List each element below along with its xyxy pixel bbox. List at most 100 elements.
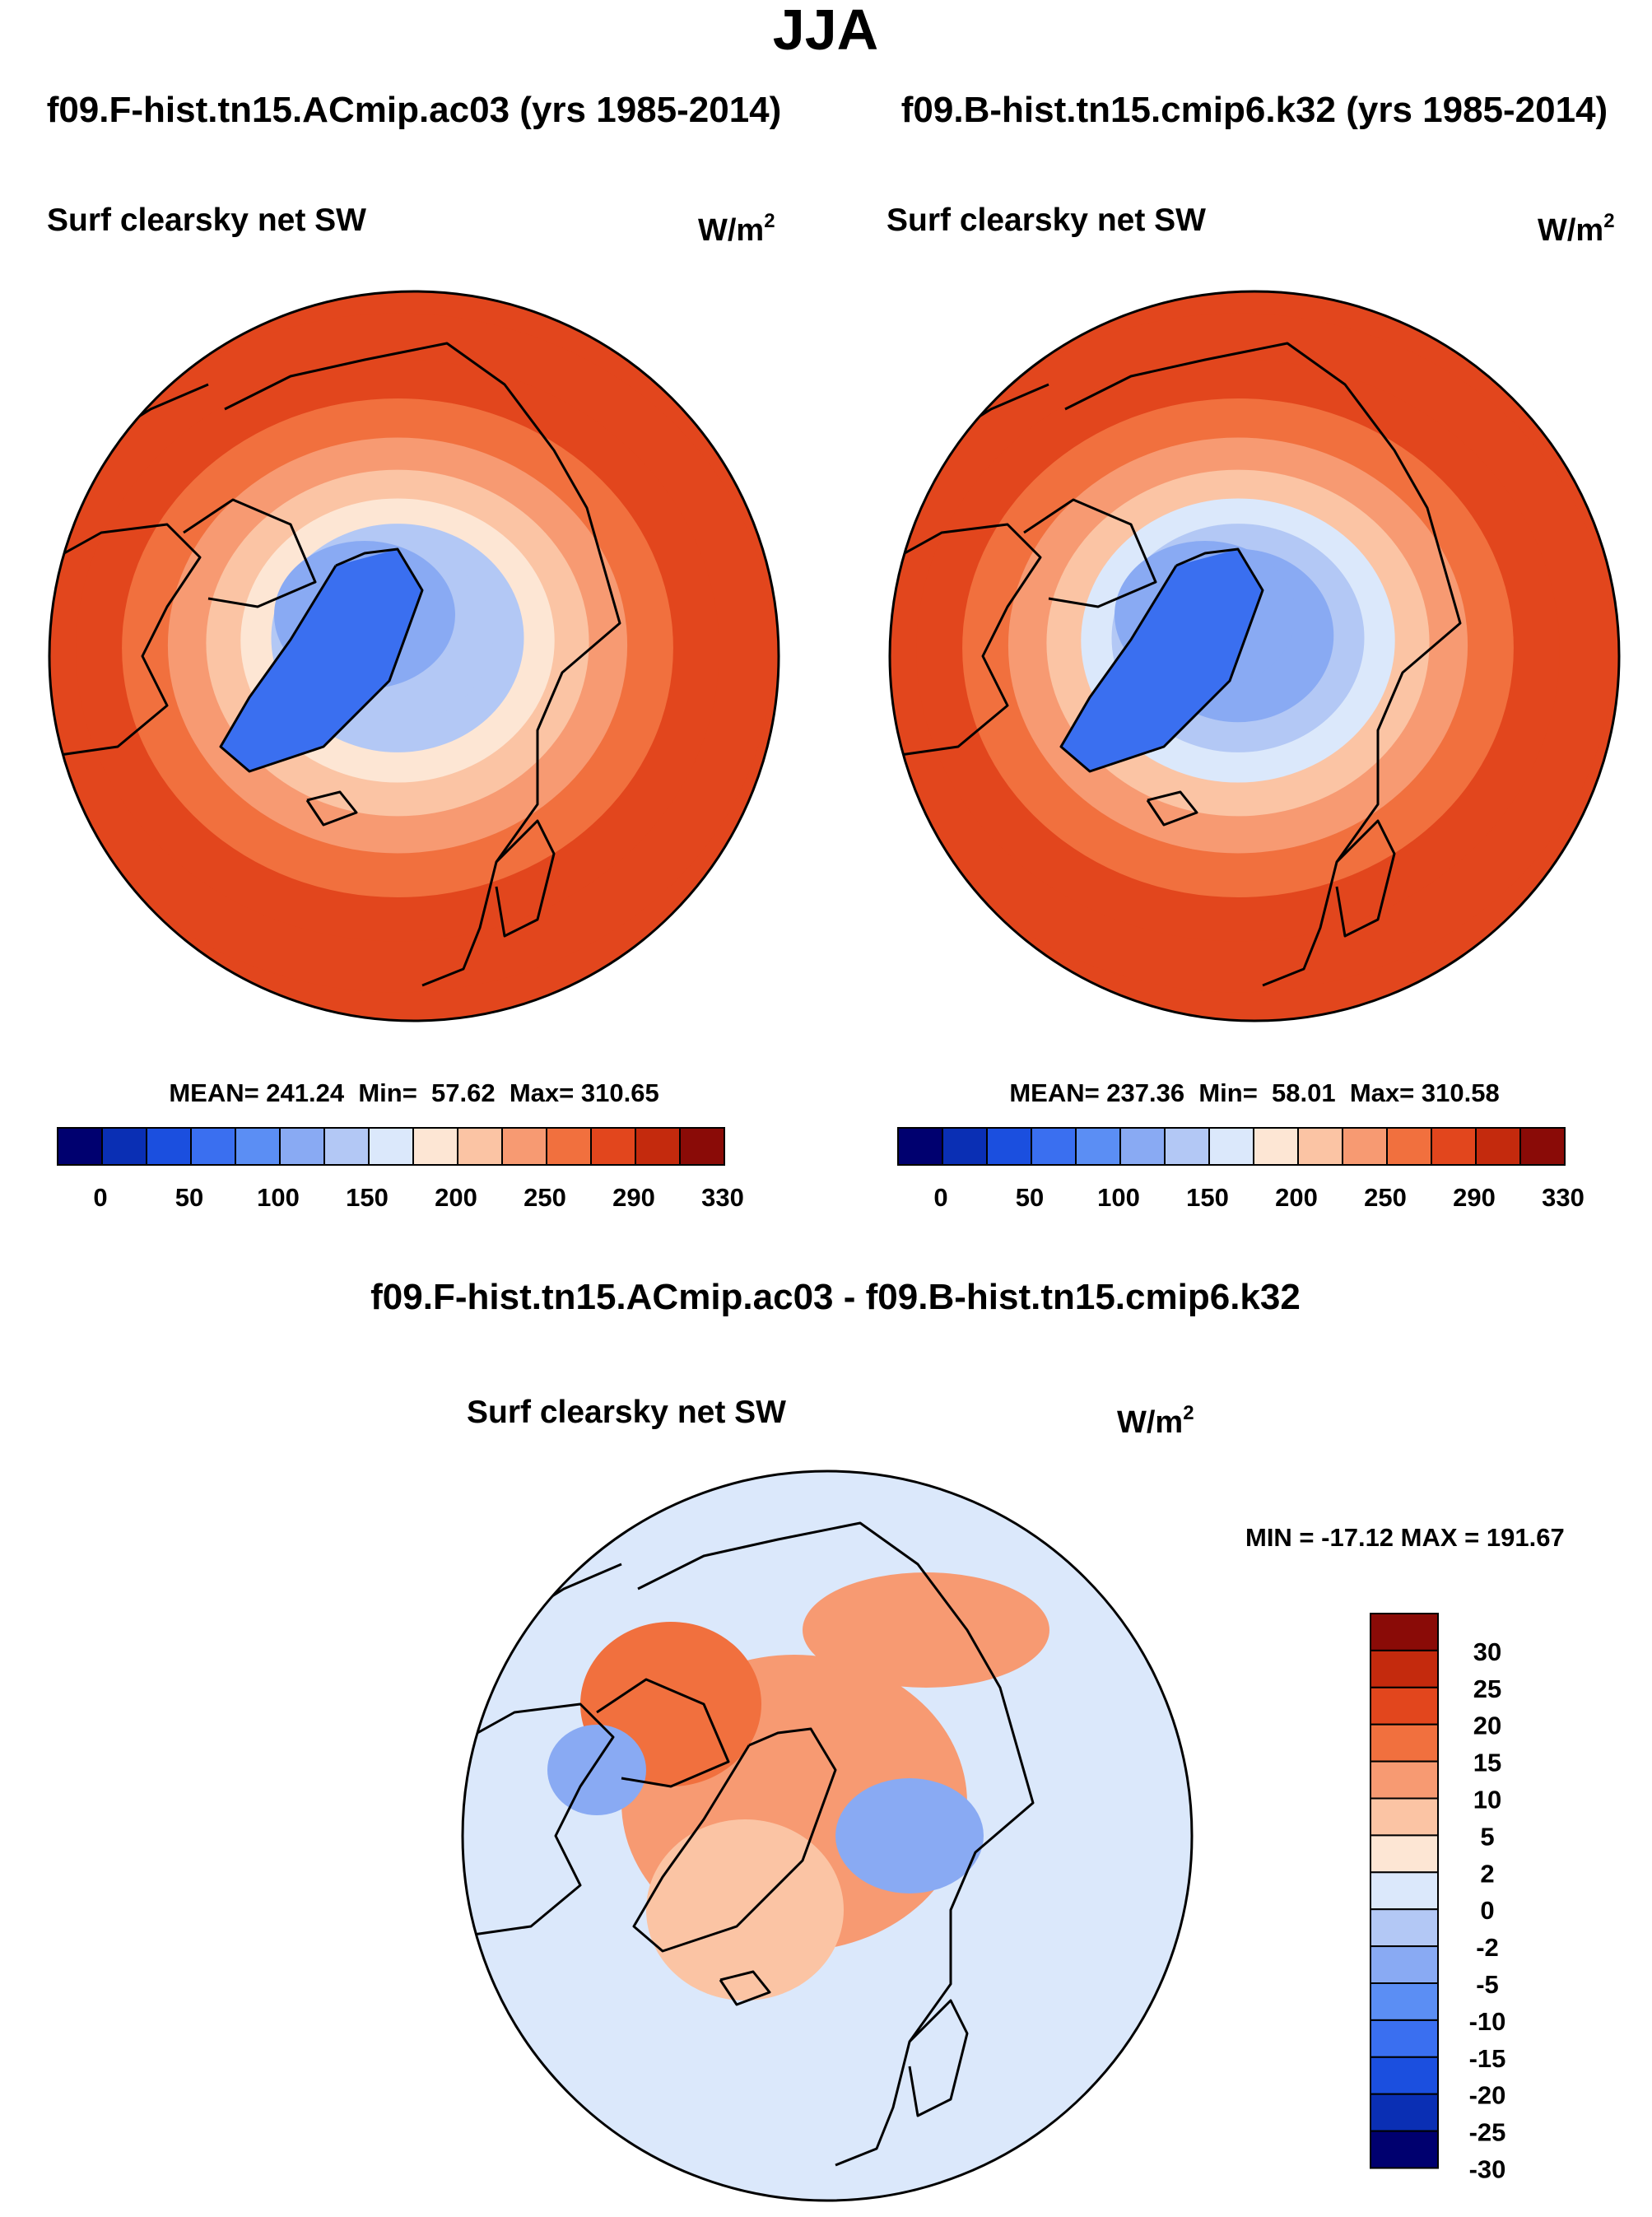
colorbar-tick-label: 0	[93, 1183, 107, 1212]
colorbar-swatch	[1519, 1127, 1566, 1166]
colorbar-swatch	[1208, 1127, 1254, 1166]
colorbar-tick-label: 250	[1364, 1183, 1407, 1212]
colorbar-swatch	[1370, 1908, 1439, 1948]
greenland-field	[1061, 549, 1263, 771]
coastline-iceland	[719, 1970, 771, 2006]
coastline-north-america	[49, 523, 202, 757]
colorbar-tick-label: 2	[1480, 1859, 1494, 1888]
coastline-eurasia	[1064, 342, 1462, 987]
right-coastlines	[890, 342, 1462, 987]
right-polar-map	[888, 290, 1621, 1022]
colorbar-swatch	[323, 1127, 370, 1166]
colorbar-tick-label: 330	[1542, 1183, 1585, 1212]
colorbar-swatch	[986, 1127, 1032, 1166]
difference-polar-map	[461, 1469, 1194, 2202]
colorbar-tick-label: 10	[1473, 1786, 1501, 1814]
difference-title: f09.F-hist.tn15.ACmip.ac03 - f09.B-hist.…	[370, 1277, 1301, 1317]
colorbar-swatch	[1370, 1982, 1439, 2021]
colorbar-swatch	[1370, 1613, 1439, 1651]
colorbar-swatch	[457, 1127, 503, 1166]
colorbar-swatch	[1370, 1760, 1439, 1800]
colorbar-swatch	[368, 1127, 414, 1166]
right-case-title: f09.B-hist.tn15.cmip6.k32 (yrs 1985-2014…	[901, 90, 1608, 130]
colorbar-tick-label: 290	[612, 1183, 655, 1212]
right-stats-label: MEAN= 237.36 Min= 58.01 Max= 310.58	[1009, 1078, 1499, 1107]
colorbar-tick-label: 25	[1473, 1674, 1501, 1703]
colorbar-swatch	[1342, 1127, 1388, 1166]
colorbar-swatch	[1075, 1127, 1121, 1166]
colorbar-tick-label: 150	[1186, 1183, 1229, 1212]
colorbar-swatch	[190, 1127, 236, 1166]
colorbar-swatch	[1370, 1649, 1439, 1688]
right-colorbar: 0 50 100 150 200 250 290 330	[897, 1127, 1585, 1212]
colorbar-tick-label: 50	[175, 1183, 203, 1212]
colorbar-tick-label: 0	[1480, 1896, 1494, 1925]
colorbar-tick-label: -5	[1476, 1970, 1499, 1999]
right-units-exp: 2	[1603, 210, 1614, 232]
colorbar-tick-label: -15	[1469, 2044, 1506, 2073]
colorbar-swatch	[1370, 1871, 1439, 1911]
colorbar-swatch	[57, 1127, 103, 1166]
left-variable-title: Surf clearsky net SW	[47, 203, 366, 238]
colorbar-swatch	[1119, 1127, 1166, 1166]
greenland-field	[221, 549, 422, 771]
colorbar-tick-label: 0	[933, 1183, 947, 1212]
colorbar-swatch	[1431, 1127, 1477, 1166]
coastline-eurasia	[637, 1521, 1035, 2167]
coastline-iceland	[305, 790, 358, 827]
coastline-iceland	[1146, 790, 1198, 827]
colorbar-swatch	[1370, 2019, 1439, 2058]
colorbar-swatch	[942, 1127, 988, 1166]
colorbar-swatch	[1370, 1723, 1439, 1763]
colorbar-swatch	[1370, 2130, 1439, 2169]
left-case-title: f09.F-hist.tn15.ACmip.ac03 (yrs 1985-201…	[47, 90, 782, 130]
right-units: W/m2	[1538, 210, 1615, 248]
colorbar-swatch	[1370, 1797, 1439, 1837]
coastline-archipelago	[183, 498, 317, 608]
left-contour-field	[49, 291, 779, 1021]
colorbar-tick-label: 15	[1473, 1749, 1501, 1777]
diff-band-laptev-kara-seas	[835, 1778, 984, 1893]
colorbar-swatch	[679, 1127, 725, 1166]
colorbar-tick-label: 290	[1453, 1183, 1496, 1212]
difference-units-base: W/m	[1117, 1405, 1183, 1440]
left-stats-label: MEAN= 241.24 Min= 57.62 Max= 310.65	[169, 1078, 658, 1107]
colorbar-swatch	[1370, 2093, 1439, 2132]
colorbar-tick-label: -10	[1469, 2007, 1506, 2036]
colorbar-swatch	[590, 1127, 636, 1166]
colorbar-swatch	[1370, 1834, 1439, 1874]
right-map-border	[888, 290, 1621, 1022]
colorbar-swatch	[235, 1127, 281, 1166]
difference-map-border	[461, 1469, 1194, 2202]
colorbar-tick-label: -20	[1469, 2081, 1506, 2110]
right-contour-field	[890, 291, 1619, 1021]
coastline-greenland	[1059, 547, 1264, 773]
colorbar-tick-label: 200	[1275, 1183, 1318, 1212]
coastline-north-america	[463, 1702, 615, 1936]
colorbar-swatch	[635, 1127, 681, 1166]
left-units-base: W/m	[698, 213, 764, 248]
colorbar-swatch	[1031, 1127, 1077, 1166]
colorbar-swatch	[1164, 1127, 1210, 1166]
colorbar-tick-label: 200	[435, 1183, 477, 1212]
colorbar-swatch	[1253, 1127, 1299, 1166]
colorbar-tick-label: 100	[257, 1183, 300, 1212]
coastline-scandinavia	[495, 819, 556, 938]
colorbar-swatch	[1386, 1127, 1432, 1166]
colorbar-tick-label: -2	[1476, 1933, 1499, 1962]
left-map-border	[48, 290, 780, 1022]
colorbar-swatch	[1370, 2056, 1439, 2095]
diff-band-siberian-coast	[803, 1572, 1049, 1688]
colorbar-swatch	[412, 1127, 458, 1166]
colorbar-tick-label: 100	[1097, 1183, 1140, 1212]
coastline-scandinavia	[908, 1999, 969, 2117]
difference-contour-field	[463, 1471, 1192, 2201]
left-units: W/m2	[698, 210, 775, 248]
left-polar-map	[48, 290, 780, 1022]
colorbar-tick-label: 250	[524, 1183, 566, 1212]
colorbar-tick-label: 50	[1016, 1183, 1044, 1212]
coastline-north-america	[890, 523, 1042, 757]
difference-units: W/m2	[1117, 1402, 1194, 1440]
coastline-archipelago	[596, 1678, 730, 1788]
